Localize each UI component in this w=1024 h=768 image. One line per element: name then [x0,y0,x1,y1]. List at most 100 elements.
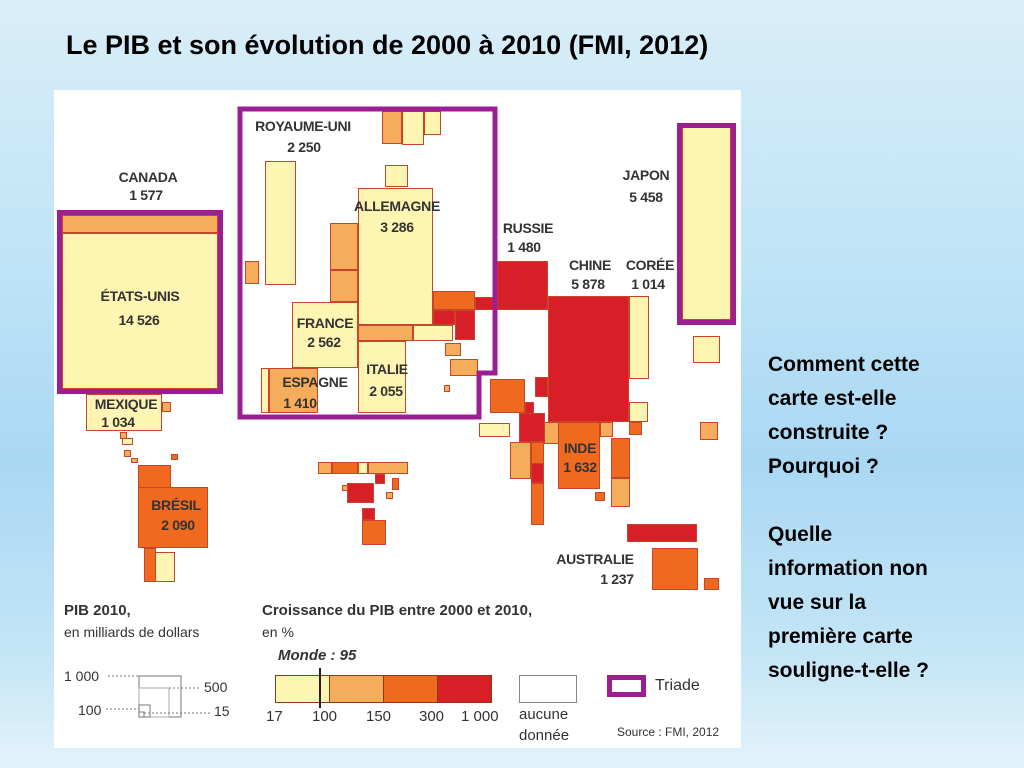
country-gdp: 1 577 [129,187,163,203]
country-china [548,296,629,422]
country-name: FRANCE [296,315,354,331]
country-block [535,377,548,397]
country-gdp: 5 458 [629,189,663,205]
country-france [292,302,358,368]
country-block [131,458,138,463]
country-australia [652,548,698,590]
country-usa [62,233,218,389]
country-block [330,223,358,270]
country-block [386,492,393,499]
country-block [433,291,475,310]
country-name: BRÉSIL [151,497,201,513]
country-block [375,474,385,484]
country-block [171,454,178,460]
country-block [332,462,358,474]
country-russia [497,261,548,310]
country-gdp: 2 090 [161,517,195,533]
country-block [611,438,630,478]
country-name: CORÉE [625,257,675,273]
country-japan [682,127,731,320]
country-block [362,520,386,545]
legend-triade-label: Triade [655,677,700,694]
legend-break: 1 000 [461,708,499,725]
country-spain [269,368,318,413]
country-block [519,413,545,442]
country-name: RUSSIE [502,220,554,236]
legend-no-data-label: aucune [519,706,569,723]
country-block [347,483,374,503]
legend-class-swatch [275,675,330,703]
slide-title: Le PIB et son évolution de 2000 à 2010 (… [66,30,709,60]
country-mexico [86,394,162,431]
question-line: souligne-t-elle ? [768,659,930,682]
country-gdp: 5 878 [571,276,605,292]
question-line: carte est-elle [768,387,897,410]
legend-size-label: 500 [204,679,228,695]
country-gdp: 1 410 [283,395,317,411]
country-block [627,524,697,542]
country-name: INDE [563,440,597,456]
country-block [124,450,131,457]
legend-size-label: 15 [214,703,230,719]
map-source: Source : FMI, 2012 [617,725,720,739]
question-line: vue sur la [768,591,867,614]
legend-break: 17 [266,708,283,725]
country-block [629,402,648,422]
legend-class-swatch [329,675,384,703]
country-block [155,552,175,582]
country-gdp: 2 562 [307,334,341,350]
question-line: Quelle [768,523,833,546]
country-gdp: 2 055 [369,383,403,399]
country-block [358,325,413,341]
country-block [595,492,605,501]
legend-break: 300 [419,708,445,725]
country-name: AUSTRALIE [556,551,634,567]
country-name: JAPON [622,167,670,183]
country-block [433,310,455,325]
country-india [558,422,600,489]
country-block [510,442,531,479]
country-block [611,478,630,507]
legend-no-data-swatch [519,675,577,703]
legend-no-data-label: donnée [519,727,570,744]
country-ireland [245,261,259,284]
country-block [318,462,332,474]
country-block [358,462,368,474]
triade-outline-japan [677,123,736,325]
country-gdp: 3 286 [380,219,414,235]
legend-class-swatch [437,675,492,703]
question-line: Pourquoi ? [768,455,879,478]
legend-break: 100 [312,708,338,725]
country-gdp: 1 034 [101,414,135,430]
question-line: information non [768,557,928,580]
country-name: ALLEMAGNE [354,198,440,214]
question-line: Comment cette [768,353,920,376]
country-block [122,438,133,445]
country-block [444,385,450,392]
legend-class-swatch [383,675,438,703]
triade-outline-north-america [57,210,223,394]
country-uk [265,161,296,285]
country-block [413,325,453,341]
country-gdp: 1 480 [507,239,541,255]
country-name: CHINE [568,257,612,273]
country-name: MEXIQUE [94,396,158,412]
question-line: construite ? [768,421,889,444]
country-block [385,165,408,187]
country-block [693,336,720,363]
country-name: ÉTATS-UNIS [100,288,180,304]
legend-triade-swatch [607,675,646,697]
country-block [704,578,719,590]
legend-size-title: PIB 2010, [64,602,131,619]
legend-size-subtitle: en milliards de dollars [64,624,200,640]
country-block [700,422,718,440]
legend-break: 150 [366,708,392,725]
country-block [600,422,613,437]
country-block [330,270,358,302]
country-block [490,379,525,413]
country-gdp: 2 250 [287,139,321,155]
country-block [392,478,399,490]
country-block [450,359,478,376]
country-brazil [138,487,208,548]
